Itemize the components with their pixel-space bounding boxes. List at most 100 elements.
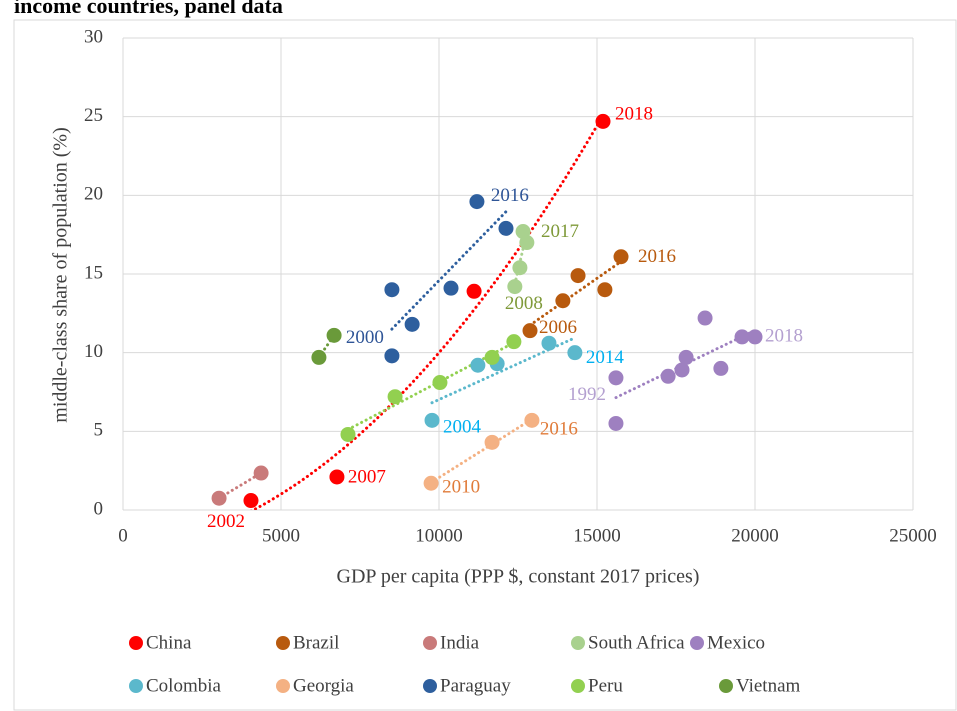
data-point (340, 426, 356, 442)
legend-marker (571, 636, 585, 650)
x-tick-label: 25000 (889, 525, 937, 546)
point-label: 2000 (346, 327, 384, 348)
y-tick-label: 20 (84, 184, 103, 205)
data-point (541, 335, 557, 351)
legend-label: Georgia (293, 675, 354, 696)
data-point (567, 345, 583, 361)
data-point (734, 329, 750, 345)
data-point (484, 349, 500, 365)
point-label: 2008 (505, 293, 543, 314)
data-point (524, 412, 540, 428)
legend-label: Mexico (707, 632, 765, 653)
data-point (484, 434, 500, 450)
x-tick-label: 0 (118, 525, 128, 546)
legend-label: Paraguay (440, 675, 511, 696)
point-label: 2007 (348, 466, 386, 487)
legend-marker (690, 636, 704, 650)
y-axis-label: middle-class share of population (%) (50, 127, 72, 422)
point-label: 2010 (442, 477, 480, 498)
data-point (211, 490, 227, 506)
legend-label: Peru (588, 675, 623, 696)
data-point (519, 235, 535, 251)
trendline (430, 336, 577, 405)
legend-label: Brazil (293, 632, 339, 653)
data-point (678, 349, 694, 365)
point-label: 2006 (539, 317, 577, 338)
point-label: 2002 (207, 511, 245, 532)
trendline (390, 210, 508, 331)
data-point (674, 362, 690, 378)
data-point (253, 465, 269, 481)
point-label: 2017 (541, 221, 579, 242)
data-point (423, 475, 439, 491)
data-point (329, 469, 345, 485)
data-point (470, 357, 486, 373)
data-point (404, 316, 420, 332)
trendline (346, 341, 516, 431)
legend-marker (129, 636, 143, 650)
trendline (513, 231, 529, 286)
data-point (608, 415, 624, 431)
x-tick-label: 15000 (573, 525, 621, 546)
data-point (326, 327, 342, 343)
x-axis-label: GDP per capita (PPP $, constant 2017 pri… (337, 566, 700, 588)
x-tick-label: 5000 (262, 525, 300, 546)
x-tick-label: 10000 (415, 525, 463, 546)
data-point (466, 283, 482, 299)
point-label: 1992 (568, 384, 606, 405)
data-point (384, 282, 400, 298)
legend-marker (423, 679, 437, 693)
legend-marker (719, 679, 733, 693)
data-point (384, 348, 400, 364)
data-point (443, 280, 459, 296)
data-point (387, 389, 403, 405)
legend-label: South Africa (588, 632, 685, 653)
data-point (660, 368, 676, 384)
point-label: 2004 (443, 417, 482, 438)
data-point (697, 310, 713, 326)
legend-marker (423, 636, 437, 650)
y-tick-label: 0 (94, 498, 104, 519)
point-label: 2016 (491, 185, 529, 206)
legend-marker (276, 679, 290, 693)
chart-title: income countries, panel data (14, 0, 283, 18)
data-point (597, 282, 613, 298)
data-point (747, 329, 763, 345)
legend-label: Vietnam (736, 675, 801, 696)
legend-label: China (146, 632, 192, 653)
trendline (217, 471, 263, 500)
legend-marker (129, 679, 143, 693)
y-tick-label: 30 (84, 26, 103, 47)
y-tick-label: 5 (94, 420, 104, 441)
y-tick-label: 15 (84, 262, 103, 283)
data-point (522, 323, 538, 339)
data-point (432, 375, 448, 391)
trendline (528, 260, 623, 327)
data-point (512, 260, 528, 276)
data-point (713, 360, 729, 376)
point-label: 2018 (615, 104, 653, 125)
legend-label: Colombia (146, 675, 222, 696)
data-point (608, 370, 624, 386)
data-point (570, 268, 586, 284)
data-point (613, 249, 629, 265)
x-tick-label: 20000 (731, 525, 779, 546)
point-label: 2016 (638, 246, 676, 267)
data-point (498, 220, 514, 236)
data-point (469, 194, 485, 210)
point-label: 2014 (586, 347, 625, 368)
y-tick-label: 25 (84, 105, 103, 126)
data-point (243, 493, 259, 509)
point-label: 2016 (540, 419, 578, 440)
legend-marker (571, 679, 585, 693)
data-point (424, 412, 440, 428)
y-tick-label: 10 (84, 341, 103, 362)
data-point (595, 113, 611, 129)
trendline (429, 417, 534, 484)
legend-marker (276, 636, 290, 650)
data-point (555, 293, 571, 309)
data-point (507, 279, 523, 295)
data-point (311, 349, 327, 365)
legend-label: India (440, 632, 480, 653)
